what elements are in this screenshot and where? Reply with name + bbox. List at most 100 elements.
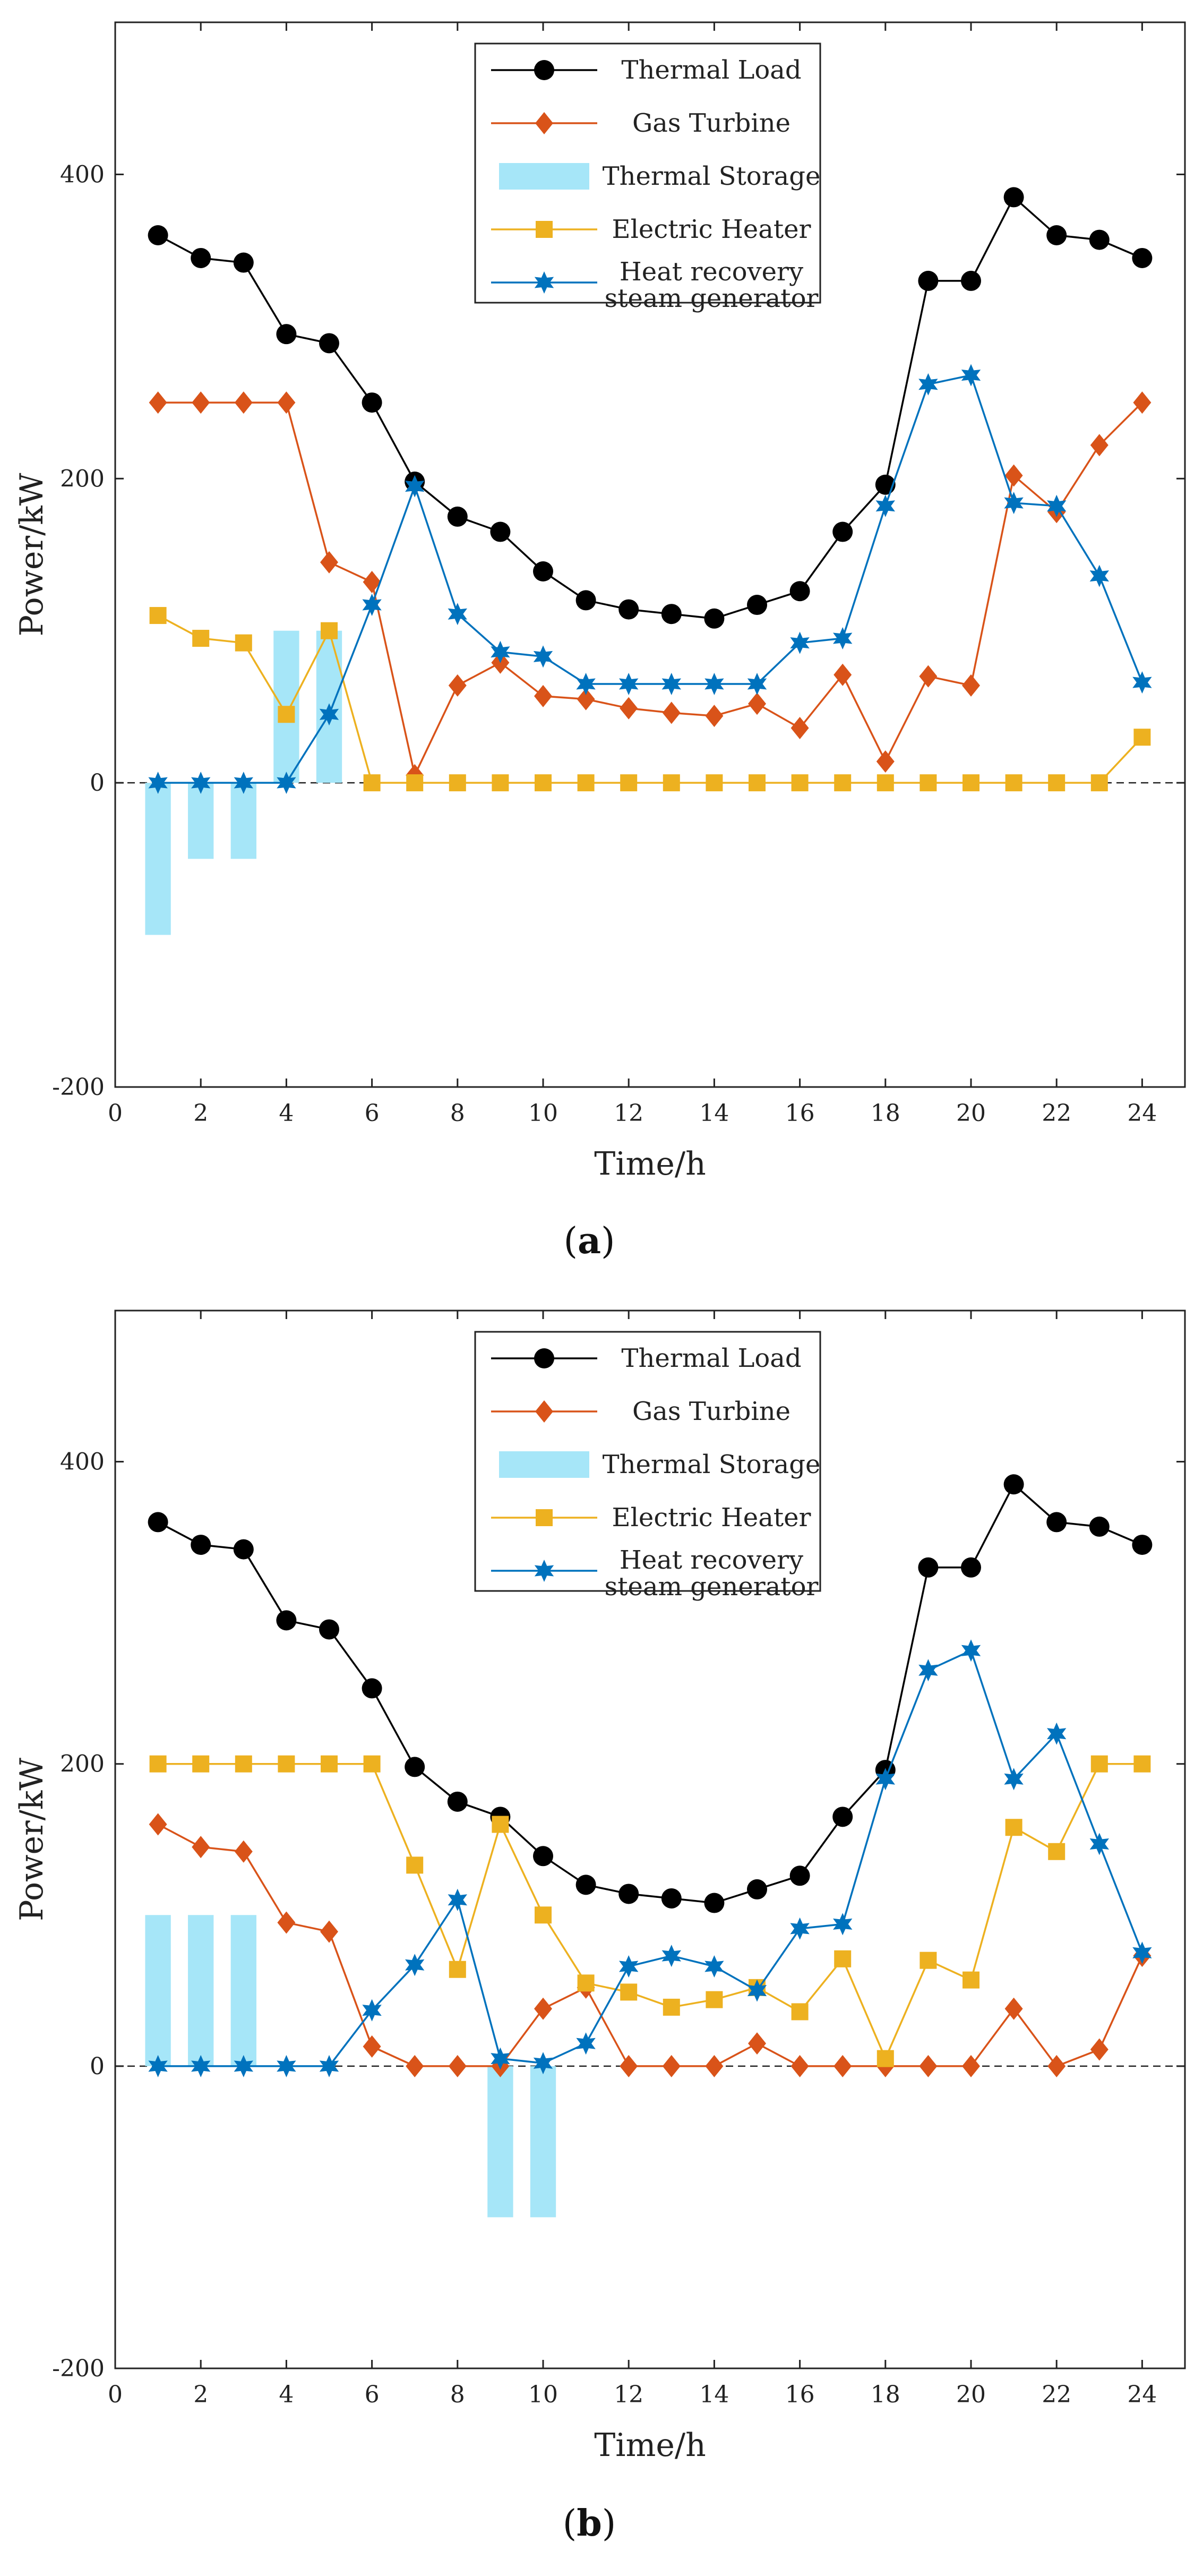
x-tick-label: 6: [365, 1100, 380, 1127]
data-point: [661, 1945, 681, 1967]
x-tick-label: 14: [699, 1100, 729, 1127]
legend-marker: [534, 271, 554, 294]
legend: Thermal Load Gas Turbine Thermal Storage El…: [474, 1331, 821, 1602]
data-point: [235, 634, 252, 652]
legend-label: Thermal Load: [621, 55, 801, 85]
x-tick-label: 16: [785, 1100, 815, 1127]
data-point: [920, 774, 937, 792]
data-point: [148, 2055, 168, 2077]
data-point: [533, 1846, 553, 1867]
legend-item-electric-heater: Electric Heater: [491, 1503, 811, 1533]
legend-label: Heat recovery: [620, 257, 803, 287]
data-point: [191, 1535, 211, 1555]
y-tick-label: 400: [60, 1449, 105, 1476]
x-tick-label: 8: [450, 2381, 465, 2408]
data-point: [919, 665, 938, 688]
legend-marker: [534, 1348, 554, 1368]
data-point: [1132, 671, 1152, 694]
x-tick-label: 20: [956, 1100, 986, 1127]
x-tick-label: 24: [1127, 2381, 1157, 2408]
series-line: [157, 614, 1143, 784]
data-point: [1004, 1997, 1023, 2020]
data-point: [362, 1999, 382, 2022]
series-line: [158, 1762, 1142, 2061]
legend-item-thermal-load: Thermal Load: [491, 55, 802, 85]
x-tick-label: 4: [279, 2381, 294, 2408]
data-point: [191, 772, 211, 794]
data-point: [192, 391, 210, 414]
legend: Thermal Load Gas Turbine Thermal Storage El…: [474, 42, 821, 313]
data-point: [663, 1998, 680, 2016]
data-point: [1133, 729, 1151, 746]
data-point: [1046, 225, 1067, 245]
data-point: [321, 1755, 338, 1773]
data-point: [1003, 187, 1024, 208]
series-thermal-load: [148, 1474, 1153, 1913]
data-point: [320, 1920, 338, 1943]
y-axis-label: Power/kW: [13, 473, 50, 636]
data-point: [406, 1856, 424, 1874]
x-tick-label: 12: [614, 1100, 643, 1127]
data-point: [192, 630, 210, 647]
series-gas-turbine: [149, 1813, 1152, 2077]
data-point: [533, 645, 553, 668]
data-point: [748, 692, 766, 715]
data-point: [833, 627, 853, 649]
x-tick-label: 4: [279, 1100, 294, 1127]
legend-item-gas-turbine: Gas Turbine: [491, 1397, 790, 1426]
storage-bar: [530, 2066, 556, 2218]
data-point: [149, 607, 167, 624]
data-point: [918, 1557, 939, 1578]
x-tick-label: 6: [365, 2381, 380, 2408]
data-point: [1090, 1755, 1108, 1773]
data-point: [704, 673, 724, 695]
data-point: [406, 774, 424, 792]
data-point: [834, 1950, 852, 1967]
data-point: [278, 1755, 295, 1773]
data-point: [576, 2032, 596, 2055]
data-point: [790, 2055, 809, 2077]
panel-caption-a: (a): [563, 1220, 615, 1262]
x-tick-label: 0: [108, 2381, 123, 2408]
data-point: [662, 701, 681, 724]
legend-item-thermal-storage: Thermal Storage: [499, 1450, 820, 1479]
x-tick-label: 0: [108, 1100, 123, 1127]
x-tick-label: 14: [699, 2381, 729, 2408]
x-tick-label: 2: [193, 2381, 208, 2408]
data-point: [918, 373, 938, 396]
data-point: [661, 673, 681, 695]
data-point: [320, 551, 338, 574]
data-point: [534, 1997, 552, 2020]
data-point: [148, 772, 168, 794]
data-point: [1047, 494, 1067, 517]
legend-label: steam generator: [605, 1572, 819, 1602]
data-point: [1089, 564, 1109, 587]
data-point: [319, 1619, 339, 1640]
data-point: [277, 2055, 296, 2077]
data-point: [362, 1678, 382, 1699]
data-point: [235, 1755, 252, 1773]
data-point: [192, 1836, 210, 1859]
data-point: [706, 1991, 723, 2008]
data-point: [1048, 774, 1065, 792]
data-point: [1005, 1819, 1022, 1836]
y-axis-label: Power/kW: [13, 1758, 50, 1921]
y-tick-label: 0: [90, 769, 105, 797]
data-point: [789, 1865, 810, 1886]
legend-label: steam generator: [605, 284, 819, 313]
legend-item-thermal-storage: Thermal Storage: [499, 161, 820, 191]
x-tick-label: 12: [614, 2381, 643, 2408]
legend-marker: [535, 112, 553, 134]
x-tick-label: 24: [1127, 1100, 1157, 1127]
series-gas-turbine: [149, 391, 1152, 786]
data-point: [832, 1807, 853, 1827]
legend-label: Thermal Storage: [603, 1450, 821, 1479]
data-point: [875, 1768, 895, 1791]
data-point: [918, 1659, 938, 1682]
data-point: [661, 1888, 682, 1909]
data-point: [448, 1888, 467, 1911]
y-tick-label: 200: [60, 1751, 105, 1778]
data-point: [706, 774, 723, 792]
data-point: [834, 774, 852, 792]
data-point: [875, 494, 895, 517]
